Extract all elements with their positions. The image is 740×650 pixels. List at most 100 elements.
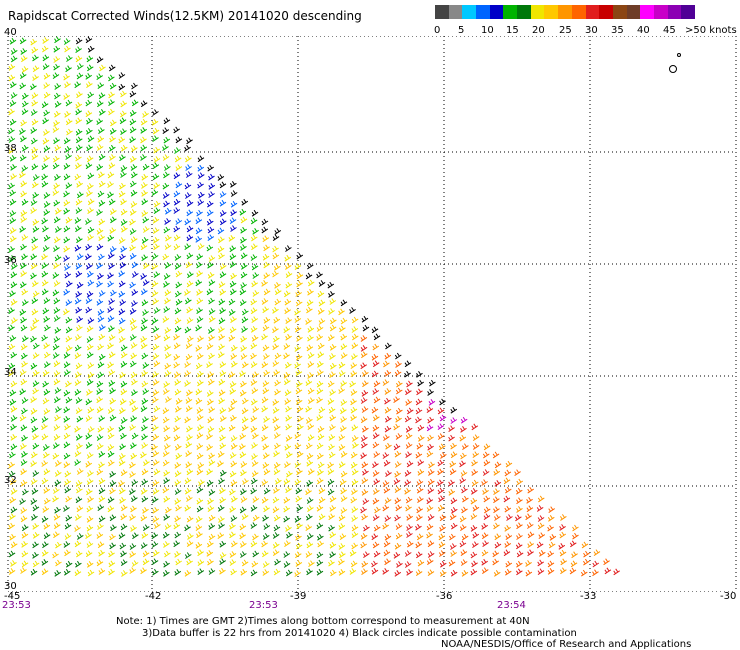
wind-barb — [32, 54, 39, 62]
wind-barb — [151, 496, 159, 504]
wind-barb — [371, 326, 379, 334]
wind-barb — [470, 513, 478, 520]
wind-barb — [153, 271, 161, 279]
wind-barb — [107, 280, 114, 288]
lat-label-38: 38 — [4, 143, 17, 154]
wind-barb — [250, 505, 258, 512]
wind-barb — [85, 218, 92, 225]
wind-barb — [526, 505, 534, 513]
colorbar-label-30: 30 — [585, 25, 598, 36]
wind-barb — [130, 371, 138, 379]
wind-barb — [448, 479, 455, 487]
wind-barb — [86, 351, 94, 359]
wind-barb — [21, 100, 29, 108]
wind-barb — [87, 172, 95, 180]
wind-barb — [559, 514, 567, 521]
wind-barb — [20, 468, 27, 476]
wind-barb — [130, 189, 138, 197]
wind-barb — [207, 327, 215, 334]
wind-barb — [108, 99, 115, 107]
wind-barb — [197, 559, 205, 567]
colorbar-swatch — [585, 5, 600, 19]
wind-barb — [371, 560, 378, 568]
lat-lon-grid — [7, 36, 737, 592]
wind-barb — [30, 272, 37, 280]
wind-barb — [142, 524, 150, 532]
wind-barb — [470, 488, 478, 495]
wind-barb — [43, 145, 51, 153]
wind-barb — [285, 271, 293, 279]
wind-barb — [427, 469, 435, 476]
wind-barb — [65, 55, 73, 62]
wind-barb — [450, 406, 458, 414]
wind-barb — [450, 550, 457, 557]
wind-barb — [196, 486, 204, 494]
wind-barb — [75, 263, 83, 270]
wind-barb — [151, 119, 159, 126]
wind-barb — [20, 343, 28, 351]
wind-barb — [241, 407, 249, 415]
wind-barb — [130, 324, 138, 331]
wind-barb — [52, 162, 60, 170]
wind-barb — [362, 468, 369, 476]
wind-barb — [130, 442, 137, 450]
wind-barb — [53, 336, 61, 343]
wind-barb — [31, 308, 39, 316]
wind-barb — [329, 541, 337, 549]
wind-barb — [96, 280, 103, 288]
wind-barb — [383, 540, 391, 548]
wind-barb — [228, 309, 236, 316]
wind-barb — [239, 523, 247, 531]
wind-barb — [208, 173, 215, 181]
wind-barb — [20, 316, 27, 324]
wind-barb — [186, 209, 194, 217]
wind-barb — [327, 334, 335, 342]
wind-barb — [54, 387, 62, 394]
wind-barb — [308, 560, 315, 568]
wind-barb — [87, 317, 95, 325]
wind-barb — [108, 162, 116, 170]
wind-barb — [262, 561, 270, 568]
wind-barb — [131, 289, 139, 296]
wind-barb — [361, 560, 369, 568]
wind-barb — [108, 262, 115, 270]
wind-barb — [9, 189, 17, 197]
wind-barb — [175, 558, 182, 566]
wind-barb — [218, 298, 226, 306]
wind-barb — [285, 451, 293, 459]
wind-barb — [32, 504, 40, 512]
wind-barb — [219, 210, 227, 217]
wind-barb — [131, 389, 138, 397]
wind-barb — [153, 243, 160, 251]
wind-barb — [230, 209, 237, 217]
wind-barb — [307, 372, 314, 379]
wind-barb — [229, 388, 237, 395]
wind-barb — [75, 407, 83, 415]
wind-barb — [85, 297, 93, 305]
wind-barb — [242, 478, 249, 485]
wind-barb — [450, 507, 458, 514]
wind-barb — [140, 288, 148, 296]
wind-barb — [75, 306, 82, 314]
wind-barb — [338, 444, 346, 451]
wind-barb — [54, 207, 62, 215]
wind-barb — [427, 487, 435, 495]
wind-barb — [404, 415, 412, 423]
wind-barb — [196, 468, 204, 476]
wind-barb — [372, 343, 380, 351]
wind-barb — [593, 549, 601, 557]
wind-barb — [96, 262, 104, 270]
wind-barb — [537, 515, 545, 522]
wind-barb — [196, 307, 203, 315]
wind-barb — [64, 478, 72, 486]
wind-barb — [273, 369, 280, 377]
wind-barb — [272, 245, 279, 253]
wind-barb — [118, 480, 125, 487]
wind-barb — [75, 362, 83, 370]
wind-barb — [306, 479, 313, 487]
wind-barb — [516, 533, 523, 540]
wind-barb — [384, 533, 392, 541]
wind-barb — [272, 549, 280, 557]
wind-barb — [207, 505, 215, 513]
wind-barb — [141, 317, 148, 325]
